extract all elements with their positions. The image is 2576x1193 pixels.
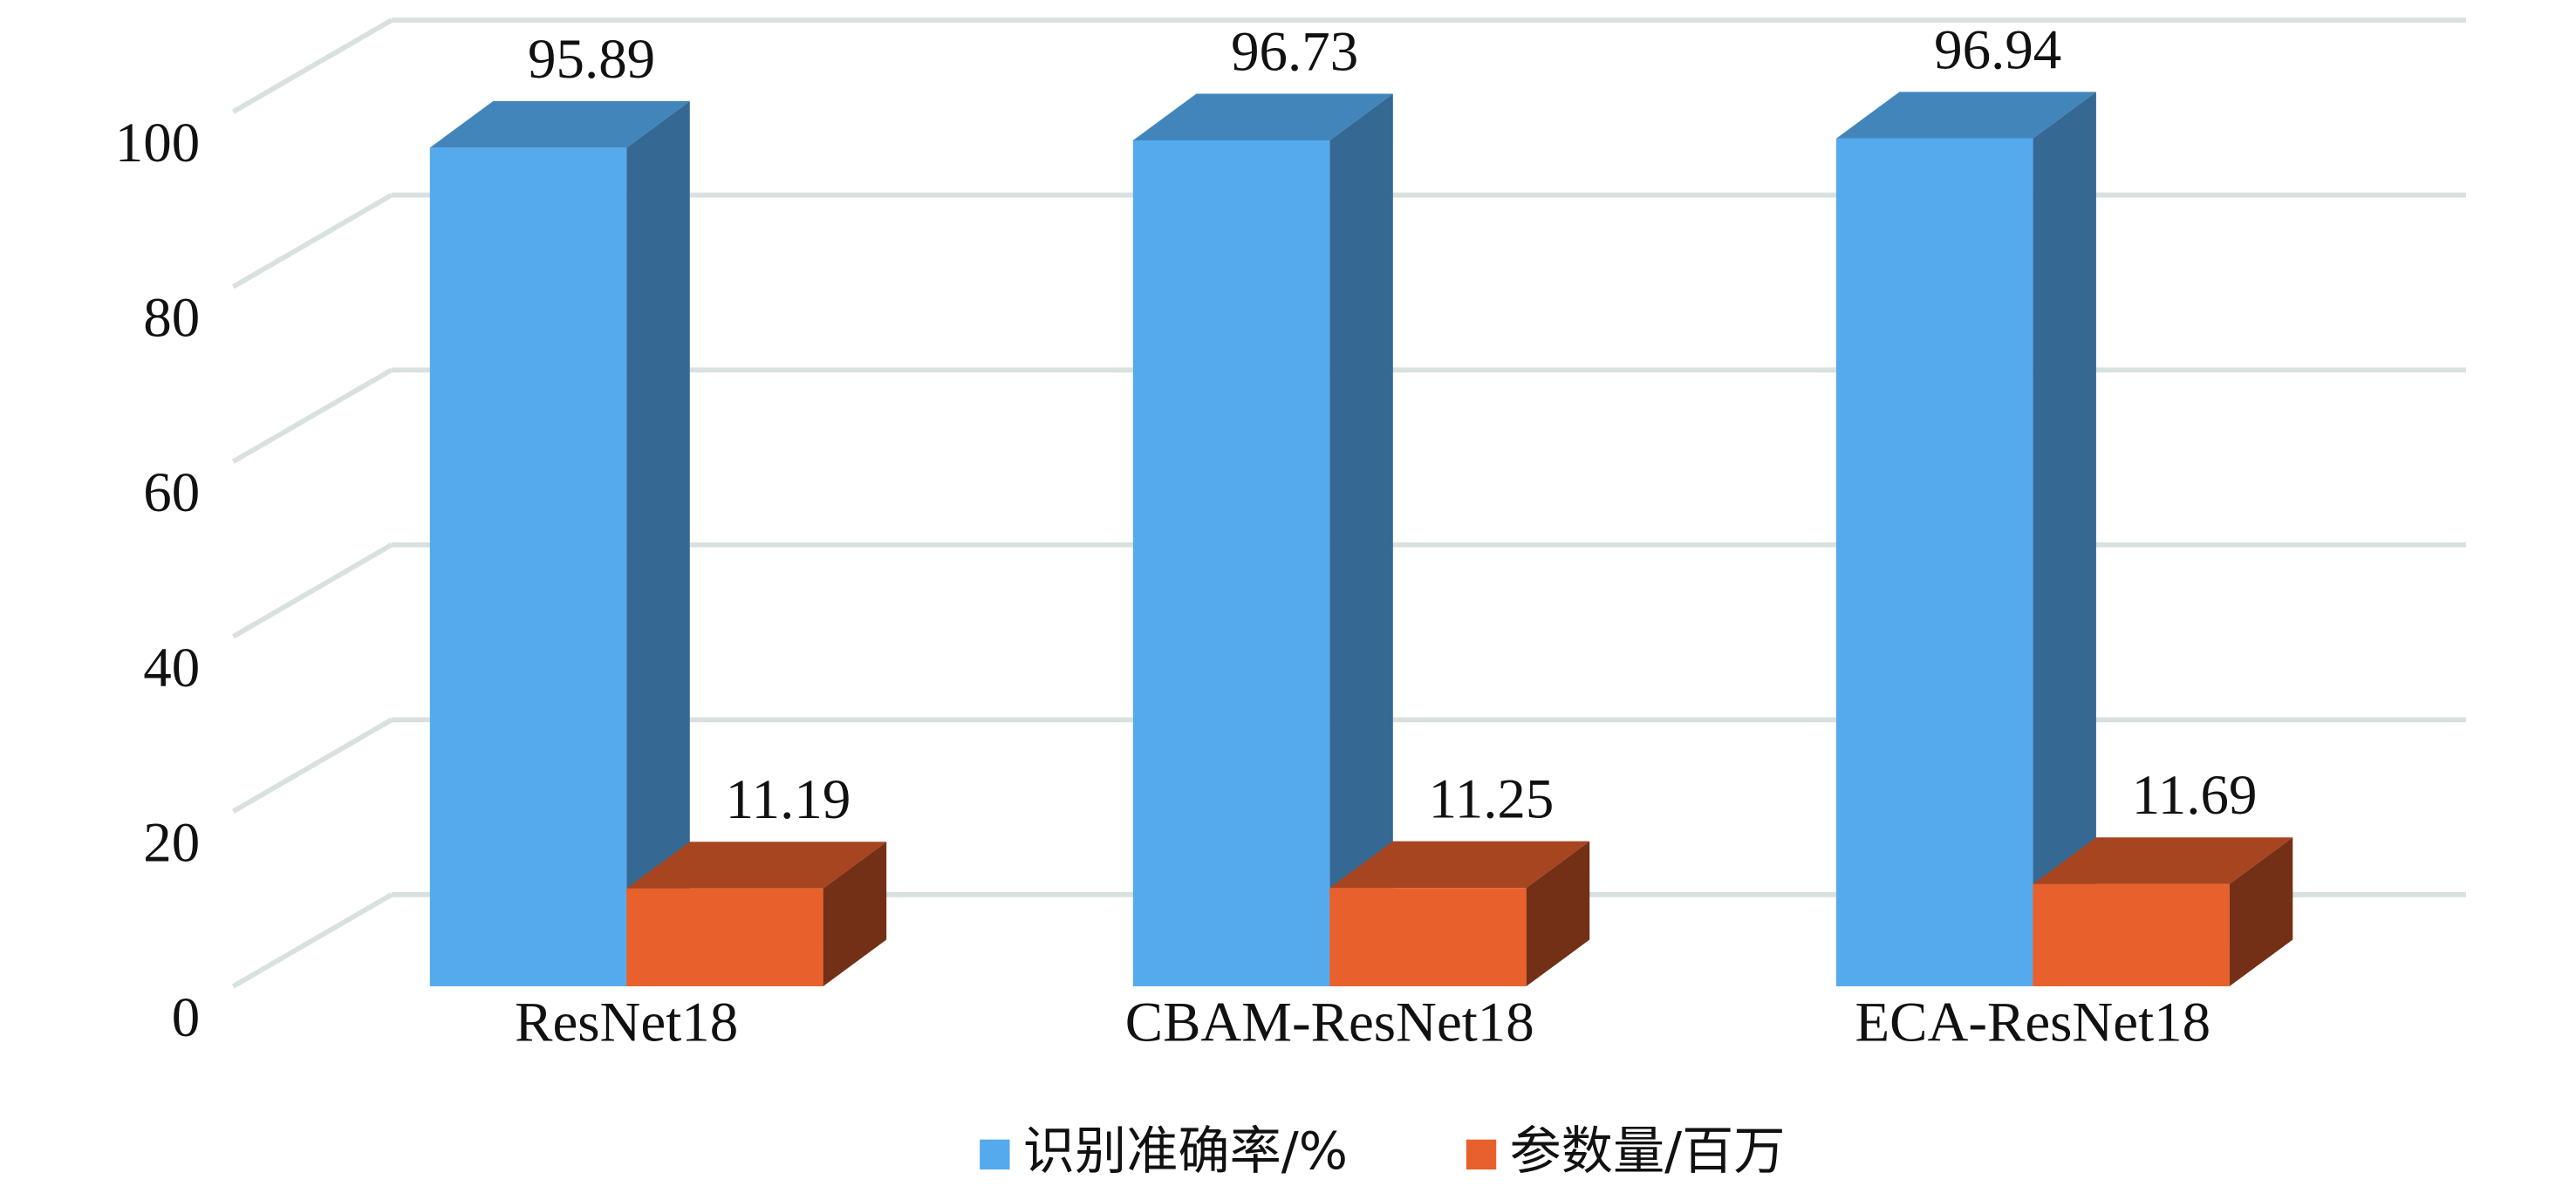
grid-line — [231, 17, 393, 114]
legend-swatch — [1466, 1139, 1497, 1170]
bar-top — [1835, 92, 2096, 139]
value-label: 11.25 — [1429, 768, 1554, 831]
bar-side — [2229, 837, 2293, 986]
bar-side — [2033, 92, 2096, 986]
bar — [429, 147, 627, 986]
y-tick-label: 60 — [143, 461, 200, 524]
bar — [1835, 138, 2033, 986]
x-tick-label: ECA-ResNet18 — [1855, 992, 2211, 1054]
value-label: 95.89 — [528, 28, 655, 91]
bar-top — [429, 100, 690, 148]
bar — [626, 888, 823, 986]
grid-line — [231, 542, 393, 639]
bar-top — [1329, 841, 1590, 889]
bar-side — [1526, 841, 1590, 986]
legend-swatch — [980, 1139, 1010, 1170]
y-tick-label: 0 — [172, 986, 200, 1049]
value-label: 11.69 — [2132, 764, 2258, 827]
bar — [2033, 883, 2230, 986]
grid-line — [231, 367, 393, 464]
legend-label: 识别准确率/% — [1023, 1121, 1348, 1181]
bar-top — [1132, 93, 1393, 140]
bar — [1132, 140, 1330, 986]
grid-line — [231, 892, 393, 989]
bar-side — [626, 100, 690, 986]
grid-line — [231, 717, 393, 814]
y-tick-label: 20 — [143, 811, 200, 874]
bar-side — [823, 842, 887, 986]
grid-line — [231, 193, 393, 290]
bar — [1329, 888, 1527, 986]
value-label: 96.94 — [1934, 18, 2061, 81]
x-tick-label: ResNet18 — [515, 992, 738, 1054]
bar-side — [1329, 93, 1393, 986]
bar-top — [626, 842, 887, 889]
x-tick-label: CBAM-ResNet18 — [1125, 992, 1534, 1054]
bar-top — [2033, 837, 2293, 884]
value-label: 11.19 — [726, 768, 851, 831]
value-label: 96.73 — [1231, 20, 1358, 83]
y-tick-label: 100 — [115, 112, 200, 174]
legend-label: 参数量/百万 — [1510, 1121, 1786, 1181]
y-tick-label: 80 — [143, 287, 200, 350]
y-tick-label: 40 — [143, 637, 200, 699]
